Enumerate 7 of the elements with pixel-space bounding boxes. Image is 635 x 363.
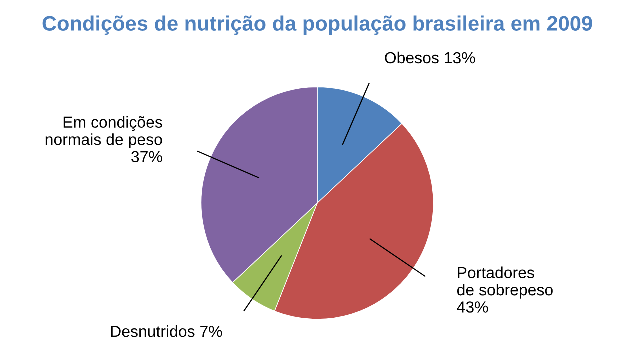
slice-label: Desnutridos 7% <box>111 326 222 338</box>
slice-label: Em condições normais de peso <box>46 116 162 148</box>
data-label: 43% <box>457 302 488 313</box>
data-label: 37% <box>132 151 162 163</box>
slice-label: Obesos 13% <box>385 52 476 64</box>
slice-label: Portadores de sobrepeso <box>457 266 553 299</box>
chart-title: Condições de nutrição da população brasileira em 2009 <box>42 16 592 36</box>
